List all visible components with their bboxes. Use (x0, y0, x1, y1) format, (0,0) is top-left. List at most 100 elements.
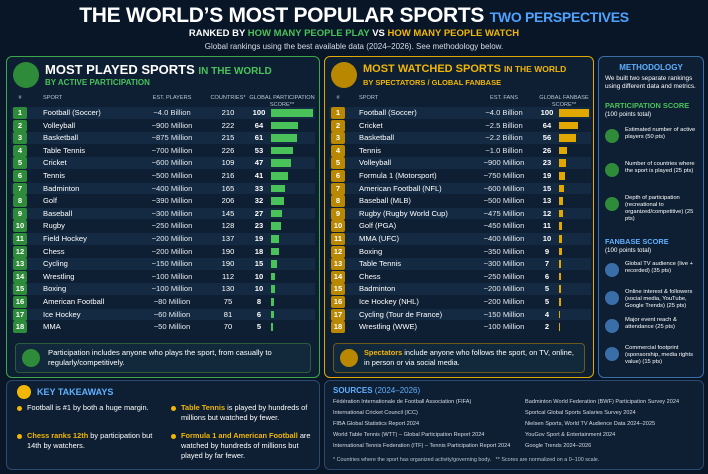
method-item: Commercial footprint (sponsorship, media… (625, 345, 693, 365)
sport: Badminton (43, 183, 80, 193)
rank: 13 (13, 258, 27, 271)
rank: 16 (13, 296, 27, 308)
score-bar (271, 247, 279, 256)
table-row: 14 Chess ~250 Million 6 (329, 270, 591, 283)
table-row: 7 Badminton ~400 Million 165 33 (11, 182, 315, 195)
table-cell: ~50 Million (153, 322, 191, 332)
table-cell: ~600 Million (151, 158, 193, 168)
rank: 12 (331, 245, 345, 258)
subtitle-part: HOW MANY PEOPLE WATCH (387, 28, 520, 39)
score: 7 (544, 259, 550, 269)
sources-panel: SOURCES (2024–2026) * Countries where th… (324, 380, 704, 470)
table-cell: 206 (221, 196, 235, 206)
sport: Badminton (359, 284, 396, 294)
table-cell: 130 (221, 284, 235, 294)
table-row: 12 Chess ~200 Million 190 18 (11, 245, 315, 258)
table-row: 14 Wrestling ~100 Million 112 10 (11, 270, 315, 283)
title-accent: TWO PERSPECTIVES (489, 9, 629, 25)
takeaway-text: is played by hundreds of millions but wa… (181, 403, 308, 422)
score-bar (271, 146, 294, 155)
table-row: 6 Tennis ~500 Million 216 41 (11, 170, 315, 182)
panel-title: MOST PLAYED SPORTS IN THE WORLD (45, 62, 272, 77)
subtitle-part: HOW MANY PEOPLE PLAY (247, 28, 370, 39)
table-cell: 190 (221, 246, 235, 256)
score: 64 (542, 120, 552, 130)
table-cell: ~60 Million (153, 309, 191, 319)
table-cell: 81 (223, 309, 233, 319)
score-bar (559, 310, 561, 319)
table-row: 13 Table Tennis ~300 Million 7 (329, 258, 591, 271)
table-row: 5 Cricket ~600 Million 109 47 (11, 157, 315, 170)
table-cell: ~200 Million (151, 246, 193, 256)
table-row: 15 Boxing ~100 Million 130 10 (11, 283, 315, 296)
table-row: 1 Football (Soccer) ~4.0 Billion 100 (329, 107, 591, 119)
score-bar (559, 121, 579, 130)
table-row: 2 Volleyball ~900 Million 222 64 (11, 119, 315, 132)
table-cell: 215 (221, 133, 235, 143)
table-cell: ~1.0 Billion (485, 145, 523, 155)
table-row: 11 MMA (UFC) ~400 Million 10 (329, 233, 591, 245)
score-bar (559, 184, 564, 193)
takeaway-highlight: Chess ranks 12th (27, 431, 89, 440)
score-bar (559, 159, 566, 167)
title-main: MOST PLAYED SPORTS (45, 62, 195, 77)
score: 100 (252, 108, 266, 117)
rank: 15 (331, 283, 345, 296)
takeaway: Table Tennis is played by hundreds of mi… (181, 403, 317, 423)
rank: 1 (331, 107, 345, 119)
method-item: Estimated number of active players (50 p… (625, 127, 696, 140)
sport: Volleyball (43, 120, 76, 130)
column-header: # (18, 95, 22, 101)
rank: 12 (13, 245, 27, 258)
score: 8 (256, 297, 262, 306)
table-cell: ~250 Million (151, 221, 193, 231)
rank: 8 (331, 195, 345, 208)
score-bar (559, 272, 561, 281)
score: 5 (256, 322, 262, 332)
source: Google Trends 2024–2026 (525, 443, 592, 449)
table-row: 3 Basketball ~875 Million 215 61 (11, 132, 315, 145)
score: 10 (542, 234, 552, 243)
section-title: FANBASE SCORE (605, 237, 669, 246)
table-row: 13 Cycling ~150 Million 190 15 (11, 258, 315, 271)
sport: Basketball (43, 133, 79, 143)
sport: Baseball (43, 208, 73, 218)
table-cell: 222 (221, 120, 235, 130)
rank: 17 (331, 308, 345, 321)
title-suffix: IN THE WORLD (198, 66, 272, 77)
icon (605, 263, 619, 277)
table-cell: ~400 Million (151, 183, 193, 193)
table-cell: ~4.0 Billion (153, 108, 191, 117)
score-bar (559, 323, 560, 331)
table-cell: ~250 Million (483, 271, 525, 281)
takeaways-panel: KEY TAKEAWAYS Football is #1 by both a h… (6, 380, 320, 470)
note-box: Participation includes anyone who plays … (15, 343, 311, 373)
rank: 4 (331, 144, 345, 157)
sport: Boxing (359, 246, 383, 256)
score: 11 (542, 221, 552, 231)
table-cell: ~750 Million (483, 171, 525, 180)
column-header: COUNTRIES* (210, 95, 246, 101)
method-item: Global TV audience (live + recorded) (35… (625, 261, 694, 274)
score-bar (271, 272, 276, 281)
sport: Field Hockey (43, 234, 87, 243)
score: 32 (254, 196, 264, 206)
table-cell: ~300 Million (483, 259, 525, 269)
table-cell: ~2.5 Billion (485, 120, 523, 130)
table-row: 8 Golf ~390 Million 206 32 (11, 195, 315, 208)
score: 26 (542, 145, 552, 155)
column-header: # (336, 95, 340, 101)
sport: Basketball (359, 133, 395, 143)
score-bar (559, 197, 563, 205)
table-cell: 128 (221, 221, 235, 231)
table-cell: ~2.2 Billion (485, 133, 523, 143)
rank: 2 (13, 119, 27, 132)
score-bar (271, 209, 283, 218)
sport: Volleyball (359, 158, 392, 168)
section-subtitle: (100 points total) (605, 247, 652, 254)
title-main: MOST WATCHED SPORTS (363, 63, 501, 75)
score: 19 (542, 171, 552, 180)
table-row: 1 Football (Soccer) ~4.0 Billion 210 100 (11, 107, 315, 119)
table-row: 11 Field Hockey ~200 Million 137 19 (11, 233, 315, 245)
score-bar (271, 121, 298, 130)
